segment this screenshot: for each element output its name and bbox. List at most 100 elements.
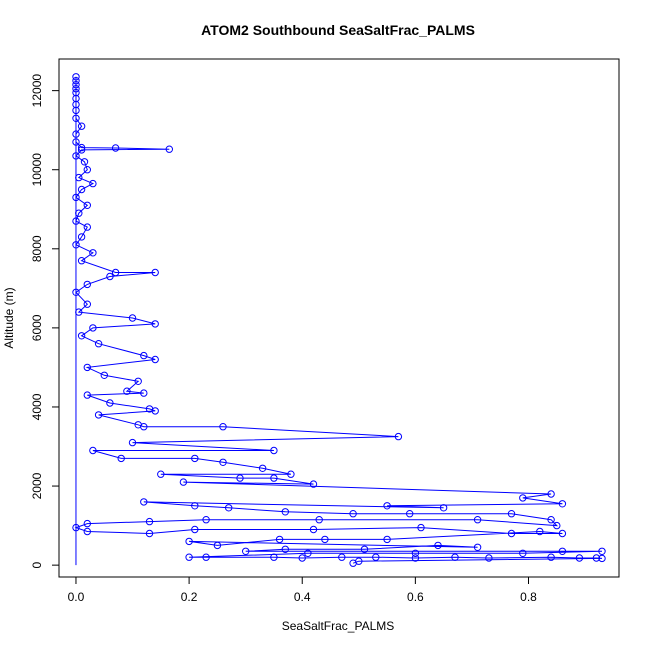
data-point bbox=[77, 146, 86, 154]
data-point bbox=[372, 553, 380, 561]
data-point bbox=[151, 268, 159, 277]
data-point bbox=[185, 553, 193, 561]
data-point bbox=[434, 541, 442, 550]
data-point bbox=[202, 516, 210, 524]
data-point bbox=[83, 363, 92, 372]
data-point bbox=[77, 332, 86, 340]
data-point bbox=[507, 529, 516, 538]
data-point bbox=[140, 351, 148, 360]
data-point bbox=[145, 529, 154, 538]
data-point bbox=[94, 340, 103, 348]
data-point bbox=[558, 529, 567, 538]
data-point bbox=[270, 446, 278, 455]
data-point bbox=[77, 233, 86, 241]
x-axis: 0.0 0.2 0.4 0.6 0.8 bbox=[68, 576, 537, 604]
data-point bbox=[151, 355, 159, 364]
series-line bbox=[74, 76, 603, 564]
y-axis-label: Altitude (m) bbox=[2, 287, 16, 348]
data-point bbox=[191, 525, 199, 534]
y-tick-label: 4000 bbox=[30, 393, 44, 420]
data-point bbox=[83, 201, 92, 210]
data-point bbox=[349, 510, 357, 518]
data-point bbox=[439, 504, 448, 512]
data-point bbox=[72, 138, 80, 146]
data-point bbox=[111, 268, 120, 277]
data-point bbox=[72, 523, 80, 532]
data-point bbox=[83, 519, 92, 528]
data-point bbox=[83, 391, 92, 399]
data-point bbox=[383, 535, 391, 544]
data-point bbox=[72, 77, 80, 85]
data-point bbox=[72, 193, 80, 202]
data-point bbox=[77, 122, 86, 130]
y-tick-label: 8000 bbox=[30, 235, 44, 262]
y-tick-label: 12000 bbox=[30, 74, 44, 108]
data-point bbox=[72, 100, 80, 109]
data-point bbox=[83, 223, 92, 231]
data-point bbox=[83, 166, 92, 174]
data-point bbox=[321, 535, 329, 544]
data-point bbox=[191, 454, 199, 463]
data-point bbox=[72, 217, 80, 225]
data-point bbox=[89, 446, 97, 455]
data-point bbox=[89, 179, 97, 188]
data-point bbox=[394, 432, 403, 441]
data-point bbox=[185, 537, 193, 546]
data-point bbox=[77, 257, 86, 265]
data-point bbox=[165, 145, 174, 153]
x-tick-label: 0.4 bbox=[294, 590, 311, 604]
data-point bbox=[485, 554, 493, 562]
x-tick-label: 0.0 bbox=[68, 590, 85, 604]
data-point bbox=[270, 553, 278, 561]
data-point bbox=[309, 480, 318, 488]
data-point bbox=[349, 559, 357, 567]
data-point bbox=[72, 73, 80, 81]
data-point bbox=[547, 490, 555, 498]
data-point bbox=[213, 541, 222, 550]
data-point bbox=[338, 553, 346, 561]
data-point bbox=[242, 547, 250, 555]
data-point bbox=[219, 423, 227, 431]
data-point bbox=[411, 549, 420, 557]
data-point bbox=[128, 438, 137, 447]
data-point bbox=[536, 527, 544, 536]
data-point bbox=[411, 554, 420, 562]
data-point bbox=[598, 554, 606, 563]
data-point bbox=[123, 387, 131, 395]
data-point bbox=[140, 389, 148, 397]
data-point bbox=[151, 320, 159, 328]
data-point bbox=[80, 158, 89, 166]
data-point bbox=[236, 474, 244, 482]
data-point bbox=[75, 209, 83, 217]
x-tick-label: 0.6 bbox=[407, 590, 424, 604]
x-axis-label: SeaSaltFrac_PALMS bbox=[282, 619, 395, 633]
x-tick-label: 0.2 bbox=[181, 590, 198, 604]
data-point bbox=[140, 423, 148, 431]
data-point bbox=[473, 543, 482, 551]
data-point bbox=[473, 516, 482, 524]
data-point bbox=[315, 516, 323, 524]
data-point bbox=[304, 549, 312, 557]
data-point bbox=[519, 549, 527, 557]
data-point bbox=[134, 377, 142, 385]
data-point bbox=[83, 527, 92, 536]
data-point bbox=[72, 152, 80, 160]
data-point bbox=[72, 130, 80, 138]
y-tick-label: 6000 bbox=[30, 314, 44, 341]
data-point bbox=[558, 500, 567, 508]
data-point bbox=[117, 454, 125, 463]
data-point bbox=[519, 494, 527, 502]
data-point bbox=[72, 88, 80, 97]
data-point bbox=[106, 272, 114, 281]
data-point bbox=[598, 547, 606, 555]
y-axis: 0 2000 4000 6000 8000 10000 12000 bbox=[30, 74, 60, 568]
data-point bbox=[179, 478, 188, 486]
data-point bbox=[94, 411, 103, 419]
series-points bbox=[72, 73, 606, 567]
data-point bbox=[72, 81, 80, 89]
data-point bbox=[225, 504, 233, 512]
data-point bbox=[553, 521, 561, 530]
data-point bbox=[77, 143, 86, 152]
data-point bbox=[151, 407, 159, 415]
